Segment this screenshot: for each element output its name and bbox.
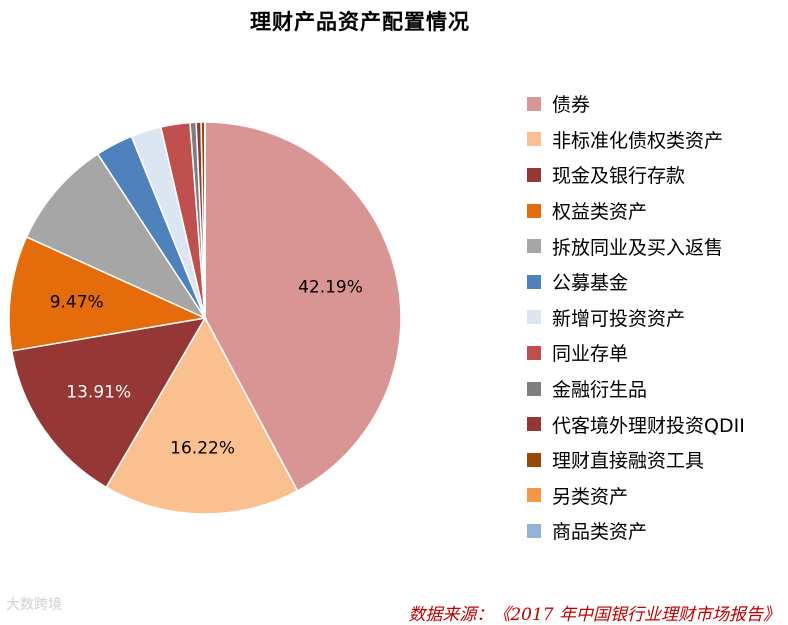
legend-swatch: [527, 417, 541, 432]
legend-swatch: [527, 345, 541, 360]
legend-label: 理财直接融资工具: [552, 450, 705, 473]
legend-item: 新增可投资资产: [527, 300, 745, 336]
legend-label: 权益类资产: [552, 201, 648, 224]
pie-data-label: 9.47%: [50, 292, 104, 312]
legend-swatch: [527, 452, 541, 467]
legend-label: 同业存单: [552, 343, 629, 366]
pie-slice: [25, 152, 208, 320]
legend-label: 非标准化债权类资产: [552, 129, 724, 152]
legend-item: 非标准化债权类资产: [527, 122, 745, 158]
watermark: 大数跨境: [6, 597, 62, 613]
legend-swatch: [527, 96, 541, 111]
legend-swatch: [527, 310, 541, 325]
legend-item: 商品类资产: [527, 513, 745, 549]
legend-swatch: [527, 488, 541, 503]
legend-item: 另类资产: [527, 478, 745, 514]
legend-label: 金融衍生品: [552, 379, 648, 402]
legend-swatch: [527, 381, 541, 396]
pie-data-label: 13.91%: [66, 383, 131, 403]
legend-item: 现金及银行存款: [527, 157, 745, 193]
legend-swatch: [527, 203, 541, 218]
legend-item: 金融衍生品: [527, 371, 745, 407]
legend-label: 代客境外理财投资QDII: [552, 414, 745, 437]
pie-slice: [105, 316, 299, 515]
legend-item: 理财直接融资工具: [527, 442, 745, 478]
legend-item: 同业存单: [527, 335, 745, 371]
chart-title: 理财产品资产配置情况: [250, 10, 470, 34]
legend-swatch: [527, 167, 541, 182]
legend-item: 公募基金: [527, 264, 745, 300]
legend-label: 商品类资产: [552, 521, 648, 544]
pie-slice: [8, 235, 208, 352]
pie-slice: [204, 121, 402, 492]
chart-legend: 债券非标准化债权类资产 现金及银行存款 权益类资产拆放同业及买入返售 公募基金新增可投…: [527, 86, 745, 549]
legend-swatch: [527, 132, 541, 147]
legend-label: 新增可投资资产: [552, 307, 686, 330]
legend-item: 债券: [527, 86, 745, 122]
pie-data-label: 16.22%: [170, 438, 235, 458]
legend-swatch: [527, 274, 541, 289]
pie-slice: [10, 316, 207, 489]
legend-label: 现金及银行存款: [552, 165, 686, 188]
data-source-note: 数据来源：《2017 年中国银行业理财市场报告》: [408, 605, 780, 625]
legend-label: 另类资产: [552, 485, 629, 508]
legend-swatch: [527, 239, 541, 254]
legend-item: 拆放同业及买入返售: [527, 228, 745, 264]
pie-data-label: 42.19%: [298, 278, 363, 298]
legend-swatch: [527, 523, 541, 538]
legend-item: 权益类资产: [527, 193, 745, 229]
legend-label: 拆放同业及买入返售: [552, 236, 724, 259]
legend-label: 公募基金: [552, 272, 629, 295]
legend-item: 代客境外理财投资QDII: [527, 406, 745, 442]
legend-label: 债券: [552, 94, 591, 117]
